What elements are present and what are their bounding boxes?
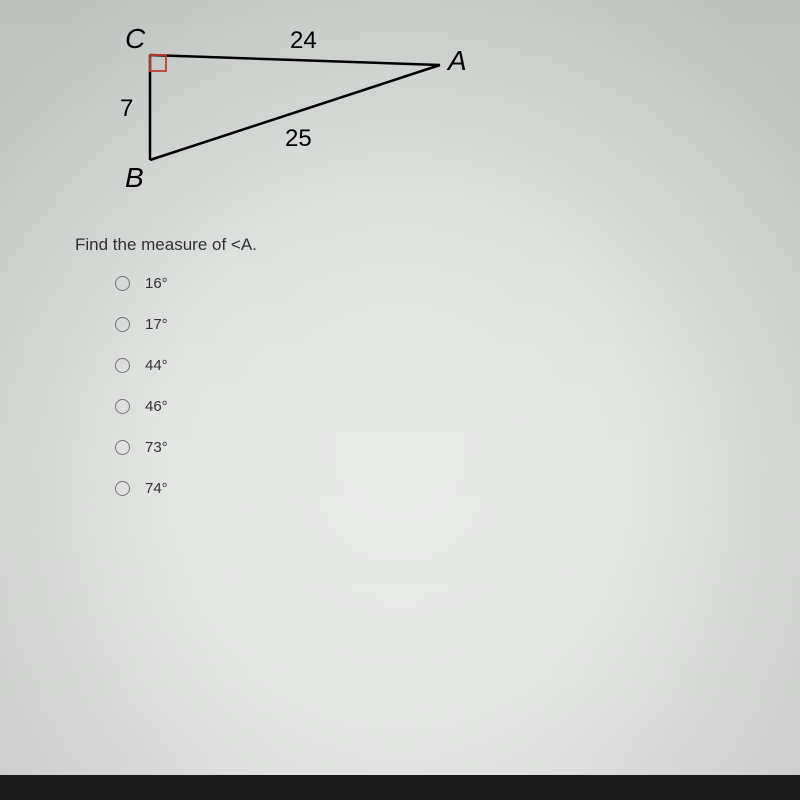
side-ca-label: 24 — [290, 27, 317, 55]
radio-icon[interactable] — [115, 481, 130, 496]
vertex-b-label: B — [125, 162, 144, 194]
answer-options: 16° 17° 44° 46° 73° 74° — [115, 275, 760, 497]
radio-icon[interactable] — [115, 358, 130, 373]
option-row[interactable]: 46° — [115, 398, 760, 415]
bottom-bar — [0, 775, 800, 800]
option-label: 16° — [145, 275, 168, 292]
question-text: Find the measure of <A. — [75, 235, 760, 255]
option-row[interactable]: 73° — [115, 439, 760, 456]
vertex-a-label: A — [448, 45, 467, 77]
option-row[interactable]: 44° — [115, 357, 760, 374]
option-row[interactable]: 74° — [115, 480, 760, 497]
option-row[interactable]: 17° — [115, 316, 760, 333]
radio-icon[interactable] — [115, 317, 130, 332]
radio-icon[interactable] — [115, 399, 130, 414]
option-label: 44° — [145, 357, 168, 374]
option-label: 17° — [145, 316, 168, 333]
option-label: 73° — [145, 439, 168, 456]
option-row[interactable]: 16° — [115, 275, 760, 292]
side-cb-label: 7 — [120, 95, 133, 123]
triangle-diagram: C A B 24 7 25 — [110, 30, 510, 210]
radio-icon[interactable] — [115, 276, 130, 291]
radio-icon[interactable] — [115, 440, 130, 455]
option-label: 46° — [145, 398, 168, 415]
option-label: 74° — [145, 480, 168, 497]
right-angle-marker — [150, 55, 166, 71]
side-ab-label: 25 — [285, 125, 312, 153]
vertex-c-label: C — [125, 23, 145, 55]
